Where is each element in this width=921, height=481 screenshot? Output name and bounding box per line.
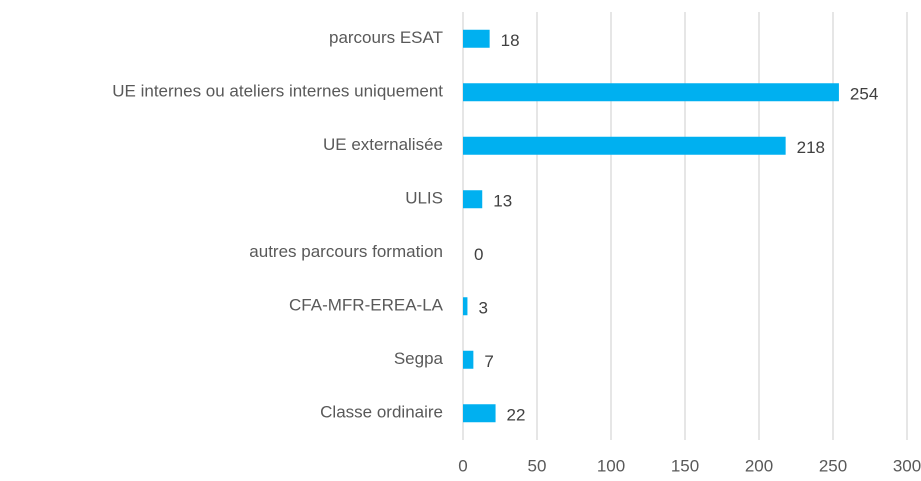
bar bbox=[463, 136, 786, 155]
bar bbox=[463, 83, 839, 102]
x-tick-label: 50 bbox=[528, 456, 547, 475]
x-tick-label: 300 bbox=[893, 456, 921, 475]
bar bbox=[463, 350, 474, 369]
value-label: 22 bbox=[507, 406, 526, 425]
x-tick-label: 0 bbox=[458, 456, 467, 475]
bar bbox=[463, 29, 490, 48]
x-tick-label: 250 bbox=[819, 456, 847, 475]
value-label: 7 bbox=[484, 352, 493, 371]
x-tick-label: 200 bbox=[745, 456, 773, 475]
value-label: 254 bbox=[850, 85, 878, 104]
y-tick-label: parcours ESAT bbox=[329, 28, 443, 47]
value-label: 3 bbox=[478, 299, 487, 318]
y-tick-label: ULIS bbox=[405, 189, 443, 208]
y-tick-label: autres parcours formation bbox=[249, 242, 443, 261]
x-tick-label: 100 bbox=[597, 456, 625, 475]
y-tick-label: UE internes ou ateliers internes uniquem… bbox=[112, 82, 443, 101]
value-label: 18 bbox=[501, 31, 520, 50]
value-label: 0 bbox=[474, 245, 483, 264]
bar bbox=[463, 404, 496, 423]
bar bbox=[463, 190, 483, 209]
y-tick-label: Segpa bbox=[394, 349, 444, 368]
y-tick-label: Classe ordinaire bbox=[320, 403, 443, 422]
y-tick-label: CFA-MFR-EREA-LA bbox=[289, 296, 444, 315]
value-label: 13 bbox=[493, 192, 512, 211]
value-label: 218 bbox=[797, 138, 825, 157]
x-tick-label: 150 bbox=[671, 456, 699, 475]
bar bbox=[463, 297, 468, 316]
y-tick-label: UE externalisée bbox=[323, 135, 443, 154]
